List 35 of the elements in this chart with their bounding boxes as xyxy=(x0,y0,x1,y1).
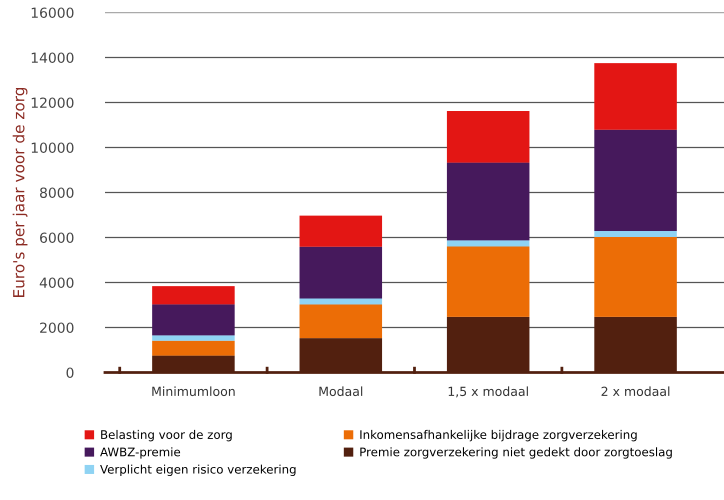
legend-label: Inkomensafhankelijke bijdrage zorgverzekering xyxy=(360,430,637,442)
y-tick-label: 8000 xyxy=(40,187,74,198)
bar xyxy=(152,286,235,304)
bar xyxy=(300,298,382,305)
bar xyxy=(446,111,530,163)
bar xyxy=(152,304,235,336)
x-tick-label: 1,5 x modaal xyxy=(448,386,528,398)
bar xyxy=(594,230,677,238)
y-axis-title: Euro's per jaar voor de zorg xyxy=(12,88,28,297)
x-tick-label: 2 x modaal xyxy=(602,386,670,396)
bar xyxy=(446,246,530,317)
y-tick-label: 0 xyxy=(66,367,74,378)
y-tick-label: 6000 xyxy=(40,232,74,243)
y-tick-label: 4000 xyxy=(40,277,74,288)
bar xyxy=(594,63,677,130)
y-tick-label: 14000 xyxy=(32,52,74,63)
legend-label: AWBZ-premie xyxy=(100,447,180,459)
y-tick-label: 10000 xyxy=(32,142,74,153)
bar xyxy=(152,335,235,341)
bar xyxy=(594,237,677,317)
bar xyxy=(300,246,382,298)
bar xyxy=(594,130,677,231)
y-tick-label: 16000 xyxy=(32,7,74,18)
x-tick-label: Minimumloon xyxy=(152,386,235,396)
bar xyxy=(152,340,235,356)
bar xyxy=(446,240,530,246)
bar xyxy=(300,304,382,338)
legend-label: Verplicht eigen risico verzekering xyxy=(100,464,296,476)
bar xyxy=(446,162,530,240)
x-tick-label: Modaal xyxy=(319,386,362,396)
y-tick-label: 2000 xyxy=(40,322,74,333)
y-tick-label: 12000 xyxy=(32,97,74,108)
legend-label: Belasting voor de zorg xyxy=(101,430,232,442)
legend-label: Premie zorgverzekering niet gedekt door zorgtoeslag xyxy=(360,447,672,459)
bar xyxy=(300,216,382,247)
